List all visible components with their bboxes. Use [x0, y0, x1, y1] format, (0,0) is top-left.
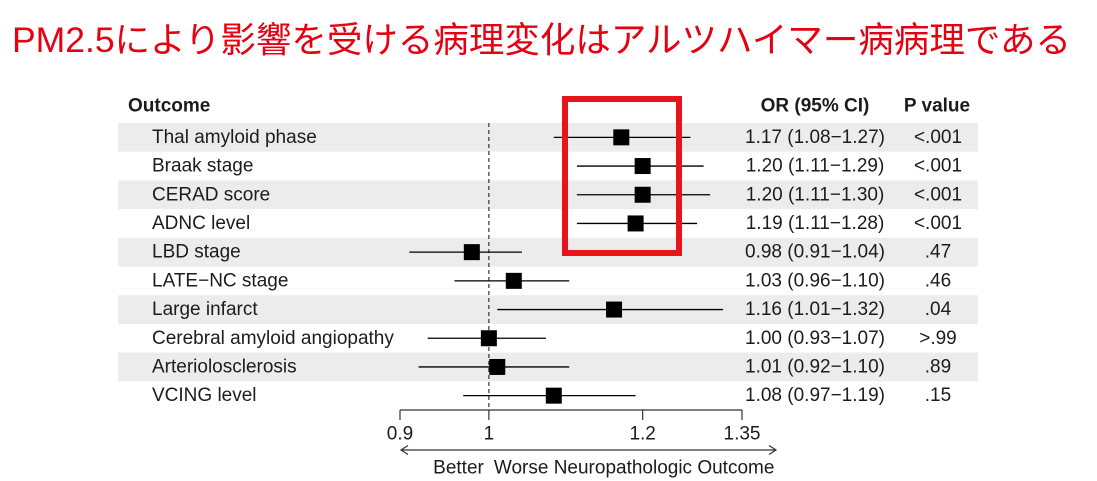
forest-row: Arteriolosclerosis 1.01 (0.92−1.10) .89	[152, 356, 951, 377]
odds-ratio-marker	[627, 215, 644, 232]
or-ci-label: 1.08 (0.97−1.19)	[745, 385, 885, 406]
highlight-box	[562, 96, 682, 256]
or-ci-label: 1.03 (0.96−1.10)	[745, 270, 885, 291]
forest-row: Thal amyloid phase 1.17 (1.08−1.27) <.001	[152, 127, 962, 148]
forest-row: ADNC level 1.19 (1.11−1.28) <.001	[152, 213, 962, 234]
p-value-label: <.001	[914, 156, 962, 177]
forest-row: Large infarct 1.16 (1.01−1.32) .04	[152, 299, 952, 320]
p-value-label: <.001	[914, 184, 962, 205]
slide-title: PM2.5により影響を受ける病理変化はアルツハイマー病病理である	[12, 20, 1071, 60]
direction-indicator: Better Worse Neuropathologic Outcome	[399, 444, 778, 479]
row-band	[118, 123, 978, 152]
header-p-value: P value	[904, 96, 970, 117]
table-header: Outcome OR (95% CI) P value	[128, 96, 970, 117]
p-value-label: .47	[925, 242, 951, 263]
forest-rows: Thal amyloid phase 1.17 (1.08−1.27) <.001B…	[152, 127, 962, 406]
p-value-label: <.001	[914, 127, 962, 148]
or-ci-label: 0.98 (0.91−1.04)	[745, 242, 885, 263]
odds-ratio-marker	[489, 358, 506, 375]
right-arrow	[488, 444, 778, 456]
p-value-label: <.001	[914, 213, 962, 234]
odds-ratio-marker	[545, 387, 562, 404]
or-ci-label: 1.00 (0.93−1.07)	[745, 328, 885, 349]
p-value-label: .04	[925, 299, 952, 320]
odds-ratio-marker	[606, 301, 623, 318]
outcome-label: CERAD score	[152, 184, 270, 205]
or-ci-label: 1.20 (1.11−1.30)	[746, 184, 885, 205]
or-ci-label: 1.20 (1.11−1.29)	[746, 156, 885, 177]
header-outcome: Outcome	[128, 96, 210, 117]
x-tick-label: 1.35	[724, 424, 761, 445]
outcome-label: Thal amyloid phase	[152, 127, 317, 148]
row-band	[118, 180, 978, 210]
odds-ratio-marker	[613, 129, 630, 146]
p-value-label: .15	[925, 385, 951, 406]
x-tick-label: 1.2	[629, 424, 655, 445]
forest-row: LATE−NC stage 1.03 (0.96−1.10) .46	[152, 270, 951, 291]
odds-ratio-marker	[463, 244, 480, 261]
p-value-label: .89	[925, 356, 951, 377]
worse-label: Worse Neuropathologic Outcome	[494, 458, 775, 479]
left-arrow	[399, 444, 489, 456]
header-or-ci: OR (95% CI)	[761, 96, 870, 117]
x-tick-label: 1	[484, 424, 495, 445]
forest-row: LBD stage 0.98 (0.91−1.04) .47	[152, 242, 951, 263]
or-ci-label: 1.01 (0.92−1.10)	[745, 356, 885, 377]
or-ci-label: 1.17 (1.08−1.27)	[745, 127, 885, 148]
or-ci-label: 1.19 (1.11−1.28)	[746, 213, 885, 234]
odds-ratio-marker	[634, 158, 651, 175]
forest-row: Braak stage 1.20 (1.11−1.29) <.001	[152, 156, 962, 177]
odds-ratio-marker	[480, 330, 497, 347]
outcome-label: ADNC level	[152, 213, 250, 234]
outcome-label: LBD stage	[152, 242, 241, 263]
x-tick-label: 0.9	[387, 424, 413, 445]
x-axis: 0.9 1 1.2 1.35	[387, 409, 761, 445]
outcome-label: Large infarct	[152, 299, 258, 320]
outcome-label: Braak stage	[152, 156, 253, 177]
better-label: Better	[433, 458, 484, 479]
or-ci-label: 1.16 (1.01−1.32)	[745, 299, 885, 320]
outcome-label: Cerebral amyloid angiopathy	[152, 328, 394, 349]
row-band	[118, 237, 978, 267]
p-value-label: .46	[925, 270, 951, 291]
odds-ratio-marker	[634, 186, 651, 203]
forest-row: CERAD score 1.20 (1.11−1.30) <.001	[152, 184, 962, 205]
p-value-label: >.99	[919, 328, 957, 349]
outcome-label: LATE−NC stage	[152, 270, 288, 291]
outcome-label: VCING level	[152, 385, 257, 406]
forest-row: Cerebral amyloid angiopathy 1.00 (0.93−1.…	[152, 328, 957, 349]
forest-row: VCING level 1.08 (0.97−1.19) .15	[152, 385, 951, 406]
outcome-label: Arteriolosclerosis	[152, 356, 297, 377]
odds-ratio-marker	[505, 272, 522, 289]
